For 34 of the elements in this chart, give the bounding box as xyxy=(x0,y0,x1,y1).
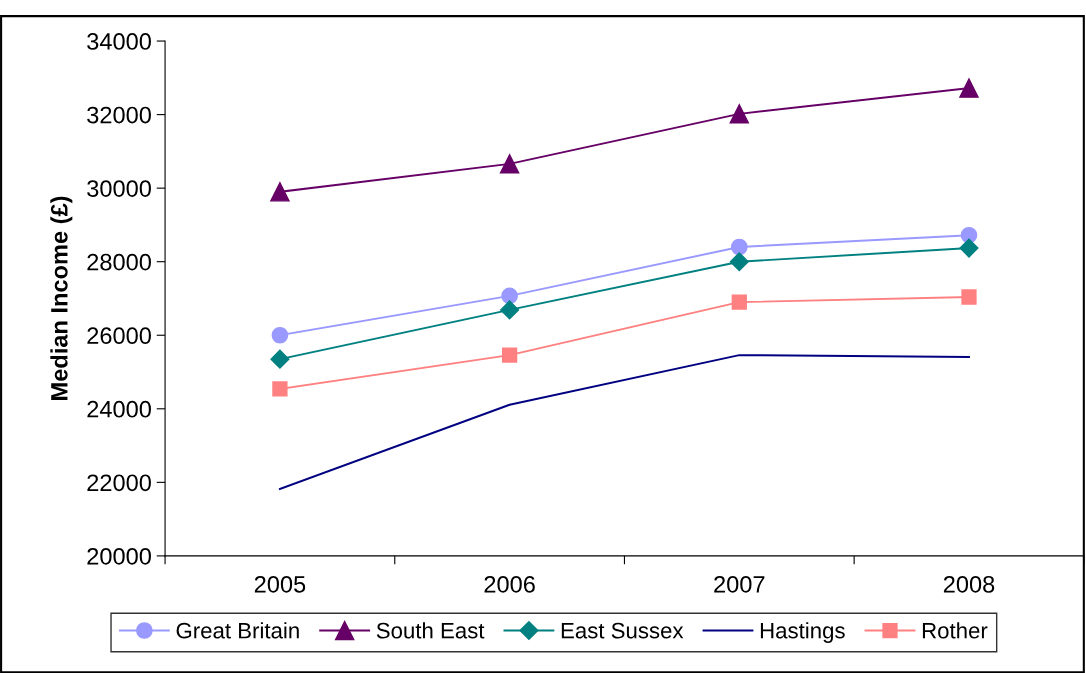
x-tick-label: 2008 xyxy=(943,575,995,593)
point xyxy=(731,294,747,310)
point xyxy=(272,381,288,397)
point xyxy=(271,326,289,344)
x-tick-label: 2005 xyxy=(254,575,306,593)
line-series xyxy=(278,354,970,490)
legend-label: East Sussex xyxy=(561,622,684,639)
y-tick-label: 28000 xyxy=(87,253,151,271)
point xyxy=(730,238,748,256)
y-tick-label: 22000 xyxy=(87,474,151,492)
point xyxy=(270,349,290,369)
point xyxy=(959,238,979,258)
point xyxy=(959,78,979,98)
legend-label: South East xyxy=(376,622,485,639)
point xyxy=(729,104,750,124)
y-tick-label: 20000 xyxy=(87,547,151,565)
point xyxy=(729,252,749,272)
y-tick-label: 34000 xyxy=(87,33,151,50)
point xyxy=(501,287,518,305)
point xyxy=(501,347,518,363)
y-tick-label: 32000 xyxy=(87,106,151,124)
y-tick-label: 30000 xyxy=(87,180,151,197)
x-tick-label: 2007 xyxy=(714,575,765,593)
y-tick-label: 24000 xyxy=(87,400,151,418)
x-tick-label: 2006 xyxy=(484,575,535,593)
point xyxy=(961,289,977,305)
legend-label: Great Britain xyxy=(176,622,299,639)
y-axis-title: Median Income (£) xyxy=(50,196,73,400)
legend-label: Rother xyxy=(922,622,988,639)
legend-label: Hastings xyxy=(760,622,845,643)
y-tick-label: 26000 xyxy=(87,327,151,345)
point xyxy=(499,154,520,174)
point xyxy=(500,300,520,320)
point xyxy=(270,182,290,202)
